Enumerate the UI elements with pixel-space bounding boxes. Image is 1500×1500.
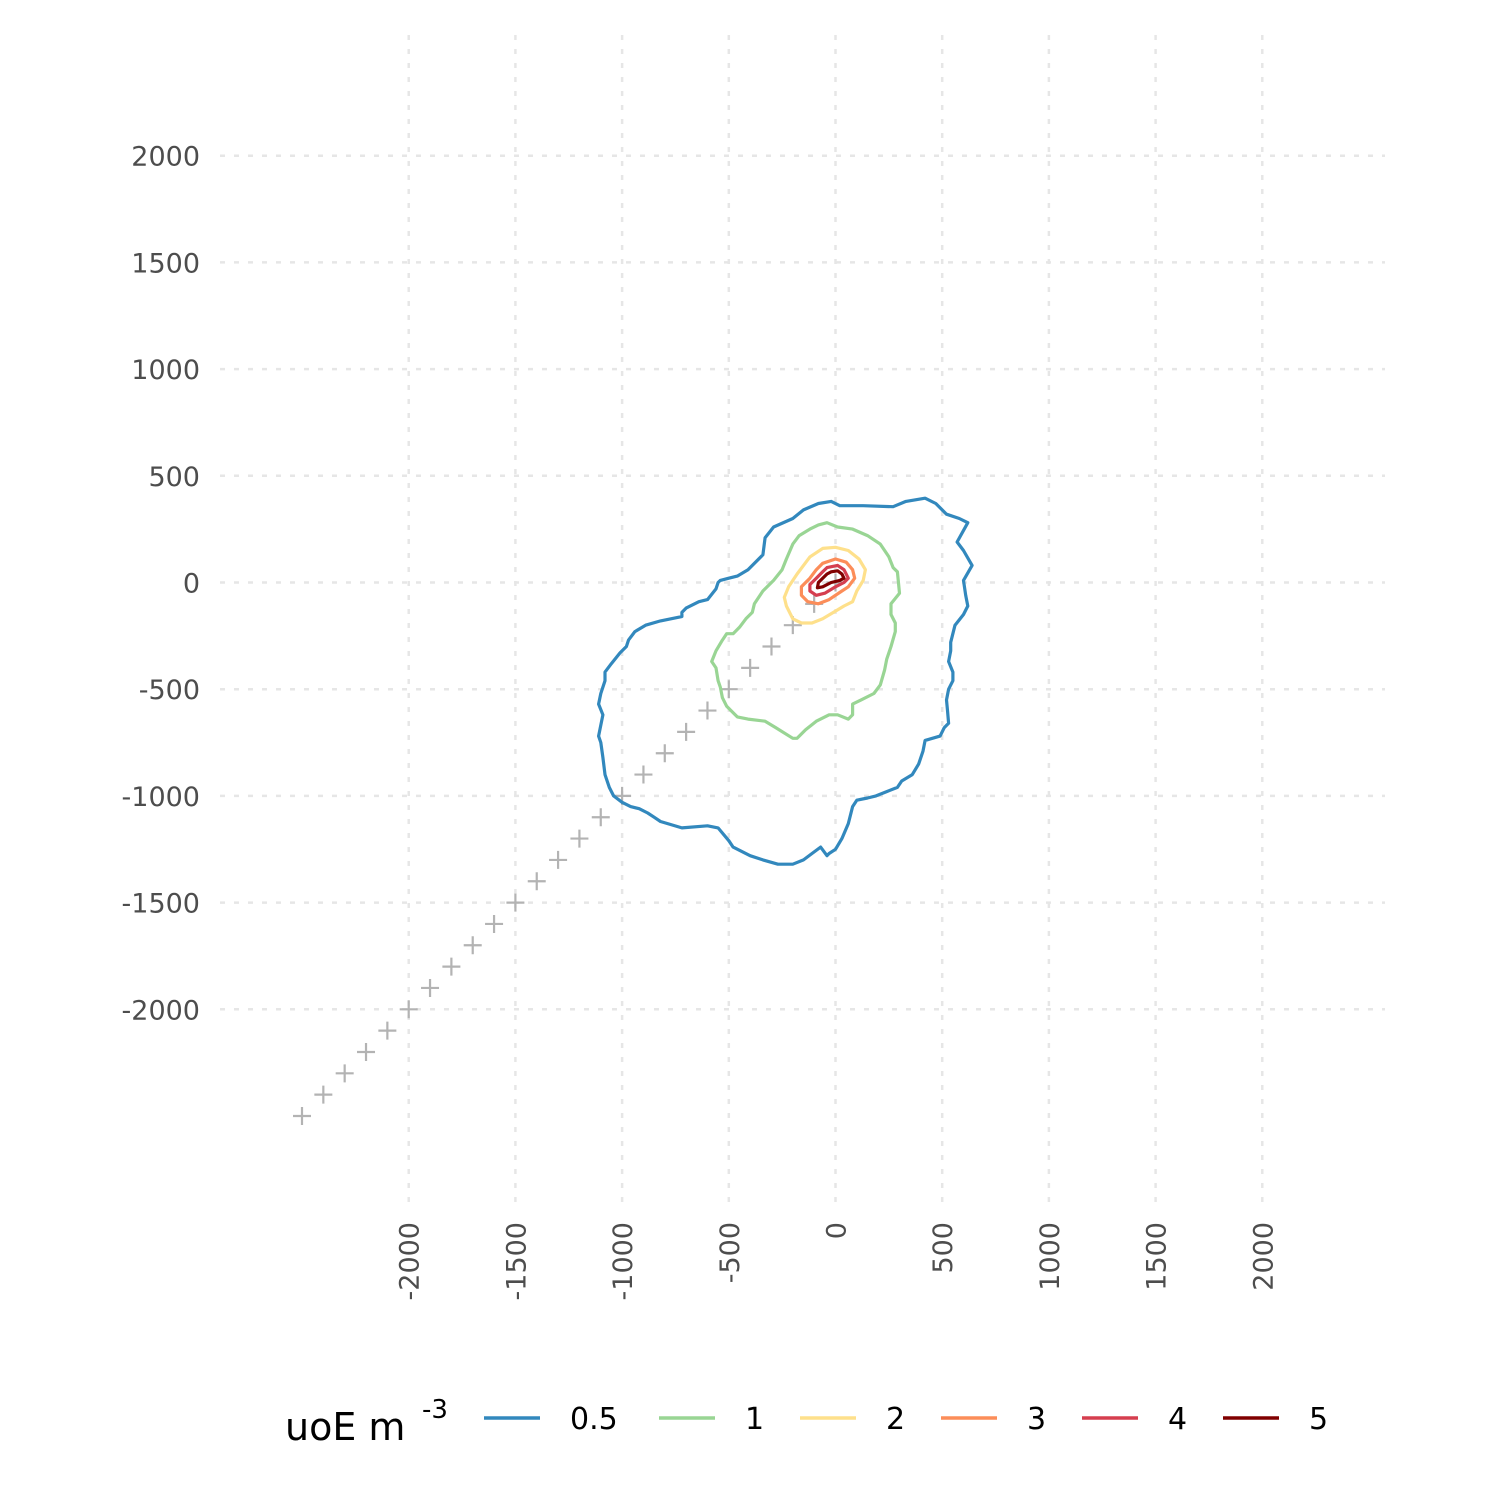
gridlines — [220, 35, 1385, 1205]
contour-1 — [710, 521, 902, 740]
legend-label-3: 3 — [1027, 1402, 1046, 1437]
contour-5 — [815, 569, 846, 590]
marker-point — [741, 658, 760, 677]
y-tick-label: 500 — [148, 462, 200, 493]
marker-point — [677, 722, 696, 741]
marker-point — [719, 680, 738, 699]
legend-label-2: 2 — [886, 1402, 905, 1437]
legend-title: uoE m — [285, 1405, 405, 1449]
legend-label-5: 5 — [1309, 1402, 1328, 1437]
marker-point — [570, 829, 589, 848]
y-tick-label: 1000 — [131, 355, 200, 386]
marker-point — [634, 765, 653, 784]
marker-point — [506, 893, 525, 912]
x-tick-label: 0 — [822, 1222, 853, 1239]
y-tick-label: -500 — [139, 675, 200, 706]
contour-2 — [782, 545, 867, 625]
contour-4 — [808, 563, 850, 597]
x-tick-label: -2000 — [395, 1222, 426, 1300]
legend-label-0.5: 0.5 — [570, 1402, 618, 1437]
marker-point — [421, 978, 440, 997]
y-tick-label: -1500 — [122, 889, 200, 920]
x-tick-label: -500 — [715, 1222, 746, 1283]
y-tick-label: 0 — [183, 569, 200, 600]
x-tick-label: 1500 — [1142, 1222, 1173, 1291]
legend: uoE m -3 0.5 1 2 3 4 5 — [285, 1395, 1328, 1449]
marker-point — [655, 744, 674, 763]
marker-series — [293, 573, 845, 1125]
marker-point — [399, 1000, 418, 1019]
marker-point — [442, 957, 461, 976]
contour-0.5 — [597, 496, 974, 866]
x-tick-label: 2000 — [1248, 1222, 1279, 1291]
marker-point — [357, 1042, 376, 1061]
marker-point — [293, 1107, 311, 1125]
y-tick-label: 1500 — [131, 248, 200, 279]
marker-point — [378, 1021, 397, 1040]
marker-point — [527, 872, 546, 891]
x-tick-label: -1000 — [608, 1222, 639, 1300]
x-tick-label: 500 — [928, 1222, 959, 1274]
x-tick-label: 1000 — [1035, 1222, 1066, 1291]
y-tick-label: -1000 — [122, 782, 200, 813]
x-axis-tick-labels: -2000 -1500 -1000 -500 0 500 1000 1500 2000 — [395, 1222, 1280, 1300]
marker-point — [549, 850, 568, 869]
marker-point — [314, 1085, 333, 1104]
x-tick-label: -1500 — [501, 1222, 532, 1300]
contour-3 — [799, 557, 857, 606]
legend-title-superscript: -3 — [422, 1395, 448, 1425]
marker-point — [463, 936, 482, 955]
y-tick-label: -2000 — [122, 995, 200, 1026]
marker-point — [762, 637, 781, 656]
legend-label-1: 1 — [745, 1402, 764, 1437]
marker-point — [485, 914, 504, 933]
marker-point — [335, 1064, 354, 1083]
marker-point — [698, 701, 717, 720]
y-axis-tick-labels: 2000 1500 1000 500 0 -500 -1000 -1500 -2000 — [122, 142, 200, 1027]
contour-lines — [597, 496, 974, 866]
y-tick-label: 2000 — [131, 142, 200, 173]
legend-keys: 0.5 1 2 3 4 5 — [484, 1402, 1328, 1437]
marker-point — [591, 808, 610, 827]
legend-label-4: 4 — [1168, 1402, 1187, 1437]
